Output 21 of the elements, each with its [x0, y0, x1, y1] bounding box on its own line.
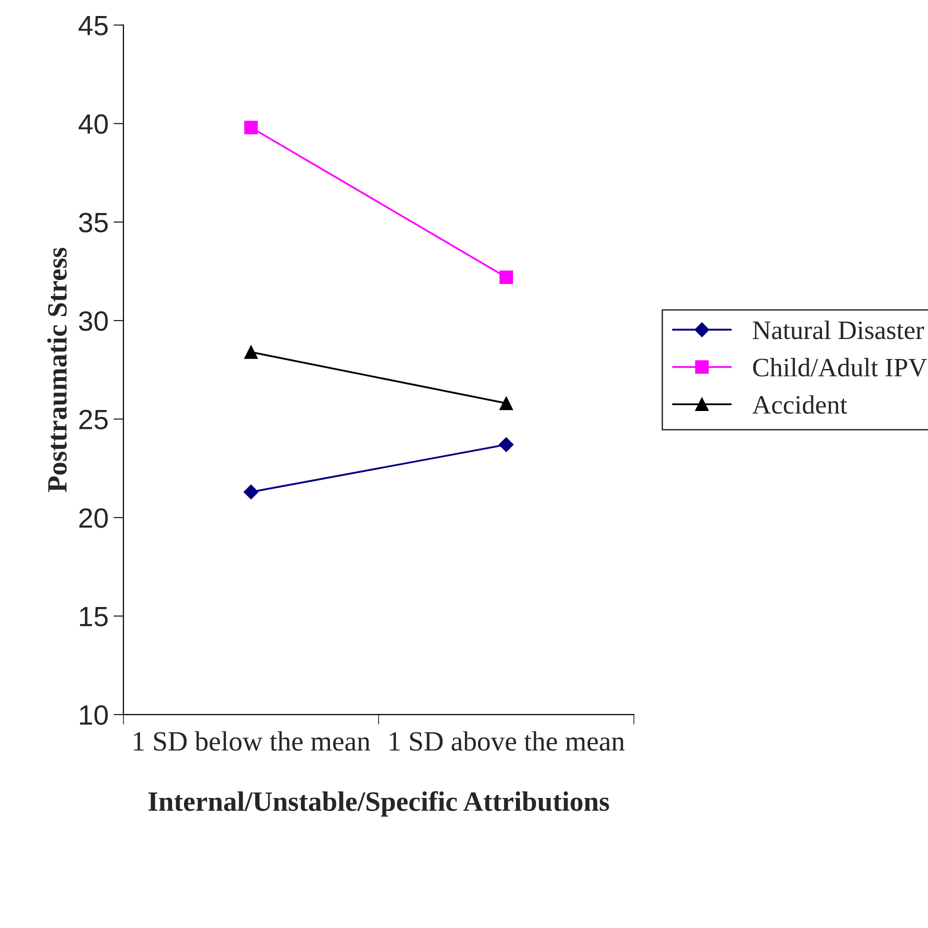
- point: [244, 345, 258, 359]
- point: [498, 437, 514, 452]
- y-tick-label: 10: [80, 705, 108, 725]
- point: [244, 120, 258, 134]
- point: [499, 270, 513, 284]
- x-tick-label: 1 SD below the mean: [134, 731, 370, 751]
- y-tick-label: 30: [79, 311, 108, 331]
- legend-label: Child/Adult IPV: [753, 358, 927, 377]
- y-tick-label: 35: [79, 212, 108, 232]
- legend-label: Natural Disaster: [752, 320, 924, 340]
- y-axis-title: Posttraumatic Stress: [47, 248, 67, 492]
- x-axis-title: Internal/Unstable/Specific Attributions: [148, 791, 610, 817]
- legend-label: Accident: [752, 395, 848, 414]
- y-tick-label: 15: [80, 607, 108, 626]
- point: [499, 396, 513, 410]
- point: [244, 484, 258, 500]
- y-tick-label: 25: [79, 410, 108, 430]
- x-tick-label: 1 SD above the mean: [390, 731, 625, 751]
- y-tick-label: 40: [78, 114, 108, 134]
- y-tick-label: 45: [78, 16, 108, 36]
- y-tick-label: 20: [79, 508, 108, 528]
